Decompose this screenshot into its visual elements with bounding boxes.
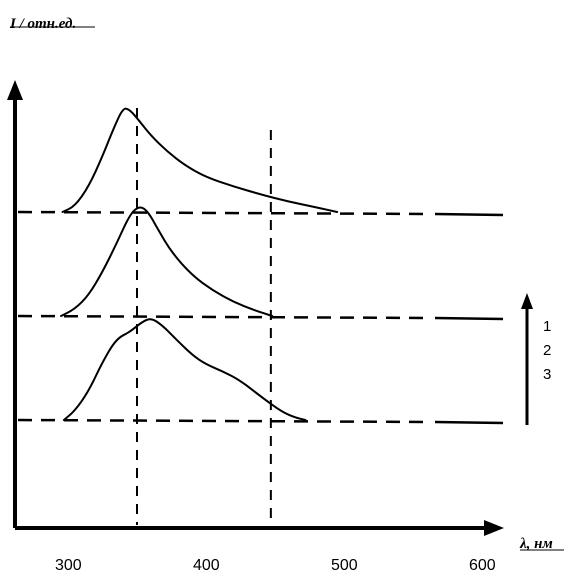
legend-entry-1: 1 [543,318,551,335]
baseline-tail-1 [434,212,504,217]
series-curve-1 [61,107,339,213]
legend-arrow-head [521,293,533,309]
x-axis-arrow [484,520,504,536]
baseline-tail-2 [434,316,504,321]
baseline-dashed-3 [17,418,431,424]
baseline-dashed-1 [17,210,431,216]
y-axis-arrow [7,80,23,100]
series-curve-2 [60,206,274,317]
x-tick-label-600: 600 [469,557,496,574]
baseline-tail-3 [434,420,504,425]
y-axis-label: I / отн.ед. [9,16,76,32]
x-tick-label-300: 300 [55,557,82,574]
legend-entry-3: 3 [543,366,551,383]
x-tick-label-400: 400 [193,557,220,574]
series-curve-3 [62,318,307,421]
x-tick-label-500: 500 [331,557,358,574]
x-axis-label: λ, нм [519,536,553,552]
legend-entry-2: 2 [543,342,551,359]
baseline-dashed-2 [17,314,431,320]
